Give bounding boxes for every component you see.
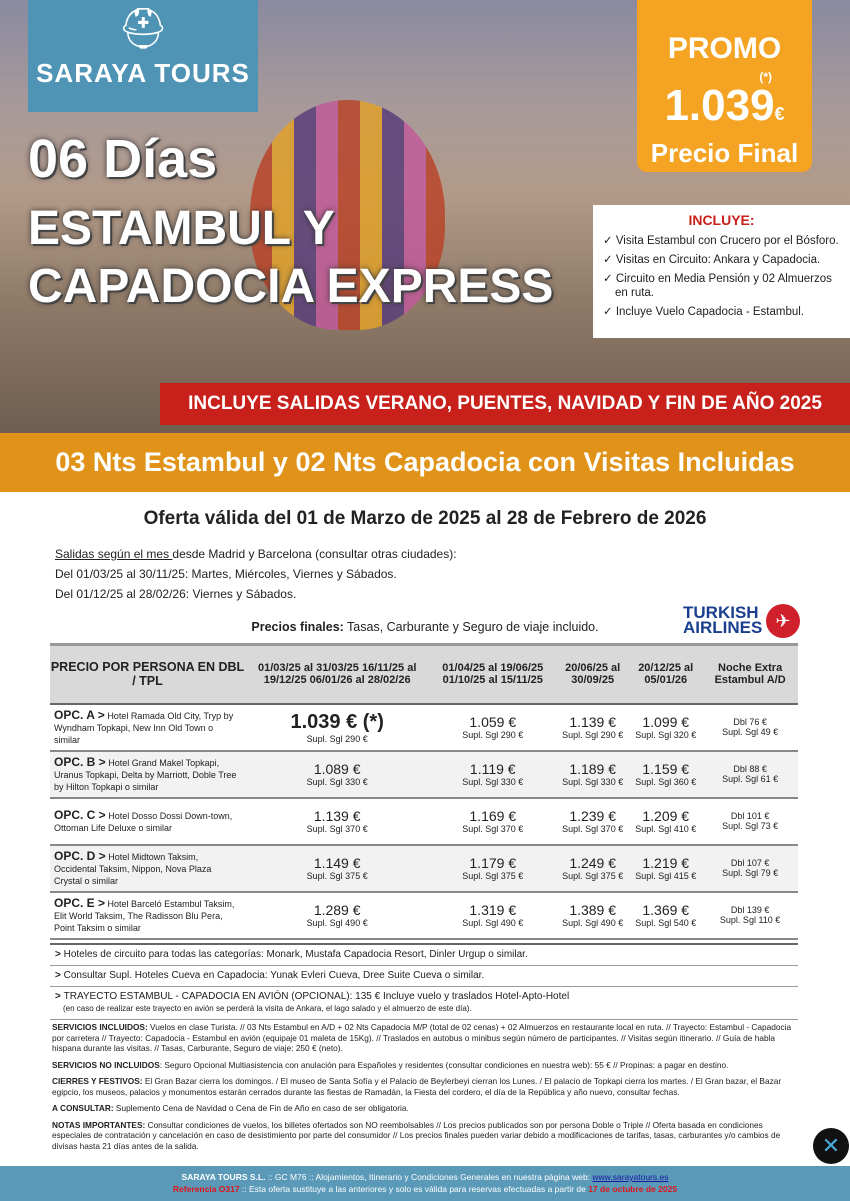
extra-night-cell: Dbl 139 € Supl. Sgl 110 € <box>702 891 798 940</box>
price-cell: 1.149 € Supl. Sgl 375 € <box>245 844 430 893</box>
price-cell: 1.099 € Supl. Sgl 320 € <box>629 703 703 752</box>
departures-line: Del 01/03/25 al 30/11/25: Martes, Miérco… <box>55 567 397 581</box>
fine-print-paragraph: SERVICIOS INCLUIDOS: Vuelos en clase Tur… <box>52 1022 792 1053</box>
hotel-cell: OPC. C > Hotel Dosso Dossi Down-town, Ot… <box>50 797 245 846</box>
price-cell: 1.039 € (*) Supl. Sgl 290 € <box>245 703 430 752</box>
extra-night-cell: Dbl 107 € Supl. Sgl 79 € <box>702 844 798 893</box>
hat-logo-icon: ⛑ <box>117 7 169 51</box>
brand-logo: ⛑ SARAYA TOURS <box>28 0 258 112</box>
fine-print: SERVICIOS INCLUIDOS: Vuelos en clase Tur… <box>52 1022 797 1157</box>
column-header: 01/04/25 al 19/06/25 01/10/25 al 15/11/2… <box>429 643 557 705</box>
table-row: OPC. D > Hotel Midtown Taksim, Occidenta… <box>50 844 798 893</box>
table-row: OPC. C > Hotel Dosso Dossi Down-town, Ot… <box>50 797 798 846</box>
table-row: OPC. B > Hotel Grand Makel Topkapi, Uran… <box>50 750 798 799</box>
airline-logo: TURKISH AIRLINES <box>683 603 763 637</box>
days-title: 06 Días <box>28 129 218 189</box>
extra-night-cell: Dbl 88 € Supl. Sgl 61 € <box>702 750 798 799</box>
column-header: 20/12/25 al 05/01/26 <box>629 643 703 705</box>
departures: Salidas según el mes desde Madrid y Barc… <box>55 544 457 604</box>
note-row: > Consultar Supl. Hoteles Cueva en Capad… <box>50 966 798 987</box>
fine-print-paragraph: CIERRES Y FESTIVOS: El Gran Bazar cierra… <box>52 1076 782 1097</box>
extra-night-cell: Dbl 101 € Supl. Sgl 73 € <box>702 797 798 846</box>
title-line-2: CAPADOCIA EXPRESS <box>28 260 554 313</box>
column-header: PRECIO POR PERSONA EN DBL / TPL <box>50 643 245 705</box>
column-header: 20/06/25 al 30/09/25 <box>556 643 630 705</box>
price-value: 1.039 <box>664 81 775 130</box>
hotel-cell: OPC. E > Hotel Barceló Estambul Taksim, … <box>50 891 245 940</box>
fine-print-paragraph: SERVICIOS NO INCLUIDOS: Seguro Opcional … <box>52 1059 729 1070</box>
price-cell: 1.289 € Supl. Sgl 490 € <box>245 891 430 940</box>
promo-box: PROMO (*) 1.039€ Precio Final <box>637 0 812 172</box>
price-table: PRECIO POR PERSONA EN DBL / TPL 01/03/25 … <box>50 643 798 940</box>
price-cell: 1.119 € Supl. Sgl 330 € <box>429 750 557 799</box>
hotel-cell: OPC. D > Hotel Midtown Taksim, Occidenta… <box>50 844 245 893</box>
fine-print-paragraph: NOTAS IMPORTANTES: Consultar condiciones… <box>52 1119 781 1151</box>
validity: Oferta válida del 01 de Marzo de 2025 al… <box>143 508 707 529</box>
promo-price: 1.039€ <box>637 84 812 136</box>
price-cell: 1.059 € Supl. Sgl 290 € <box>429 703 557 752</box>
hotel-cell: OPC. A > Hotel Ramada Old City, Tryp by … <box>50 703 245 752</box>
promo-asterisk: (*) <box>759 70 772 84</box>
price-cell: 1.089 € Supl. Sgl 330 € <box>245 750 430 799</box>
final-prices-note: Precios finales: Tasas, Carburante y Seg… <box>251 620 599 634</box>
fine-print-paragraph: A CONSULTAR: Suplemento Cena de Navidad … <box>52 1103 409 1113</box>
include-item: ✓ Visitas en Circuito: Ankara y Capadoci… <box>603 254 821 266</box>
price-currency: € <box>774 104 785 124</box>
include-item: ✓ Incluye Vuelo Capadocia - Estambul. <box>603 306 804 318</box>
departures-line: Del 01/12/25 al 28/02/26: Viernes y Sába… <box>55 587 297 601</box>
title-line-1: ESTAMBUL Y <box>28 202 335 255</box>
hotel-notes: > Hoteles de circuito para todas las cat… <box>50 943 798 1020</box>
note-row: > Hoteles de circuito para todas las cat… <box>50 943 798 966</box>
column-header: Noche Extra Estambul A/D <box>702 643 798 705</box>
include-item: ✓ Visita Estambul con Crucero por el Bós… <box>603 235 839 247</box>
price-cell: 1.169 € Supl. Sgl 370 € <box>429 797 557 846</box>
price-cell: 1.249 € Supl. Sgl 375 € <box>556 844 630 893</box>
hotel-cell: OPC. B > Hotel Grand Makel Topkapi, Uran… <box>50 750 245 799</box>
price-cell: 1.139 € Supl. Sgl 290 € <box>556 703 630 752</box>
extra-night-cell: Dbl 76 € Supl. Sgl 49 € <box>702 703 798 752</box>
price-cell: 1.189 € Supl. Sgl 330 € <box>556 750 630 799</box>
departures-underlined: Salidas según el mes <box>55 547 173 561</box>
note-row: > TRAYECTO ESTAMBUL - CAPADOCIA EN AVIÓN… <box>50 987 798 1020</box>
includes-title: INCLUYE: <box>688 212 755 228</box>
price-cell: 1.319 € Supl. Sgl 490 € <box>429 891 557 940</box>
app-badge-icon[interactable]: ✕ <box>813 1128 849 1164</box>
price-cell: 1.239 € Supl. Sgl 370 € <box>556 797 630 846</box>
departures-rest: desde Madrid y Barcelona (consultar otra… <box>172 547 457 561</box>
footer: SARAYA TOURS S.L. :: GC M76 :: Alojamien… <box>0 1166 850 1201</box>
price-cell: 1.179 € Supl. Sgl 375 € <box>429 844 557 893</box>
website-link[interactable]: www.sarayatours.es <box>592 1172 669 1182</box>
table-row: OPC. E > Hotel Barceló Estambul Taksim, … <box>50 891 798 940</box>
price-cell: 1.369 € Supl. Sgl 540 € <box>629 891 703 940</box>
include-item: ✓ Circuito en Media Pensión y 02 Almuerz… <box>603 273 832 299</box>
price-cell: 1.139 € Supl. Sgl 370 € <box>245 797 430 846</box>
includes-box: INCLUYE: ✓ Visita Estambul con Crucero p… <box>593 205 850 338</box>
trip-title: ESTAMBUL Y CAPADOCIA EXPRESS <box>28 200 553 316</box>
price-cell: 1.209 € Supl. Sgl 410 € <box>629 797 703 846</box>
turkish-airlines-bird-icon: ✈ <box>766 604 800 638</box>
table-row: OPC. A > Hotel Ramada Old City, Tryp by … <box>50 703 798 752</box>
promo-label: PROMO <box>667 32 782 65</box>
column-header: 01/03/25 al 31/03/25 16/11/25 al 19/12/2… <box>245 643 430 705</box>
price-cell: 1.159 € Supl. Sgl 360 € <box>629 750 703 799</box>
hot-air-balloon <box>250 100 445 330</box>
price-cell: 1.389 € Supl. Sgl 490 € <box>556 891 630 940</box>
red-banner: INCLUYE SALIDAS VERANO, PUENTES, NAVIDAD… <box>160 383 850 425</box>
price-cell: 1.219 € Supl. Sgl 415 € <box>629 844 703 893</box>
promo-sub: Precio Final <box>650 138 799 168</box>
orange-banner: 03 Nts Estambul y 02 Nts Capadocia con V… <box>0 433 850 492</box>
